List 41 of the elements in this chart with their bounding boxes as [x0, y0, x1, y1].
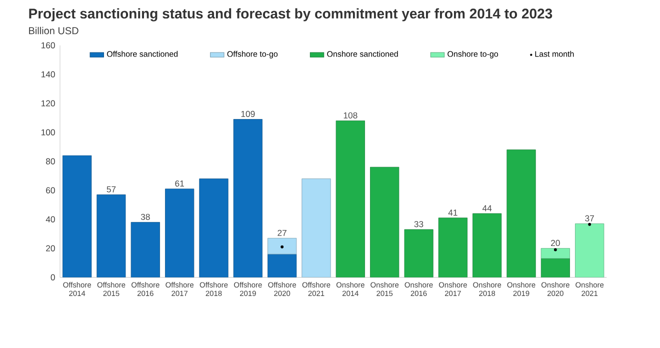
y-tick-label: 20 [46, 245, 55, 252]
bar [199, 178, 228, 278]
y-tick-label: 0 [50, 274, 55, 280]
point [588, 222, 592, 226]
chart-title: Project sanctioning status and forecast by commitment year from 2014 to 2023 [29, 8, 552, 22]
point [554, 248, 557, 252]
total-label: 27 [278, 230, 286, 236]
y-tick-label: 40 [46, 216, 55, 222]
total-label: 20 [551, 240, 560, 246]
legend-label: Offshore sanctioned [107, 50, 178, 57]
total-label: 38 [140, 214, 150, 220]
legend-label: Last month [535, 50, 574, 57]
total-label: 57 [106, 186, 116, 192]
bar [472, 213, 502, 278]
bar [268, 238, 297, 254]
bar [370, 166, 400, 278]
total-label: 41 [448, 210, 458, 216]
total-label: 33 [414, 221, 424, 228]
total-label: 109 [241, 110, 255, 118]
total-label: 37 [585, 215, 594, 222]
bar [540, 248, 570, 259]
legend-label: Onshore to-go [448, 50, 498, 58]
total-label: 44 [482, 205, 492, 212]
y-tick-label: 120 [42, 100, 55, 106]
legend-label: Offshore to-go [227, 50, 278, 58]
y-tick-label: 80 [46, 158, 55, 164]
y-tick-label: 140 [42, 71, 55, 78]
bar [302, 178, 331, 278]
bar [438, 218, 468, 278]
bar [96, 194, 126, 278]
point [280, 245, 284, 248]
y-tick-label: 60 [46, 187, 55, 194]
total-label: 108 [344, 112, 358, 118]
y-tick-label: 100 [42, 129, 55, 136]
legend-label: Onshore sanctioned [327, 50, 398, 57]
chart-subtitle: Billion USD [29, 26, 78, 34]
bar [62, 155, 92, 278]
y-tick-label: 160 [42, 42, 55, 48]
bar [506, 150, 536, 278]
bar [404, 229, 434, 278]
total-label: 61 [175, 180, 184, 187]
